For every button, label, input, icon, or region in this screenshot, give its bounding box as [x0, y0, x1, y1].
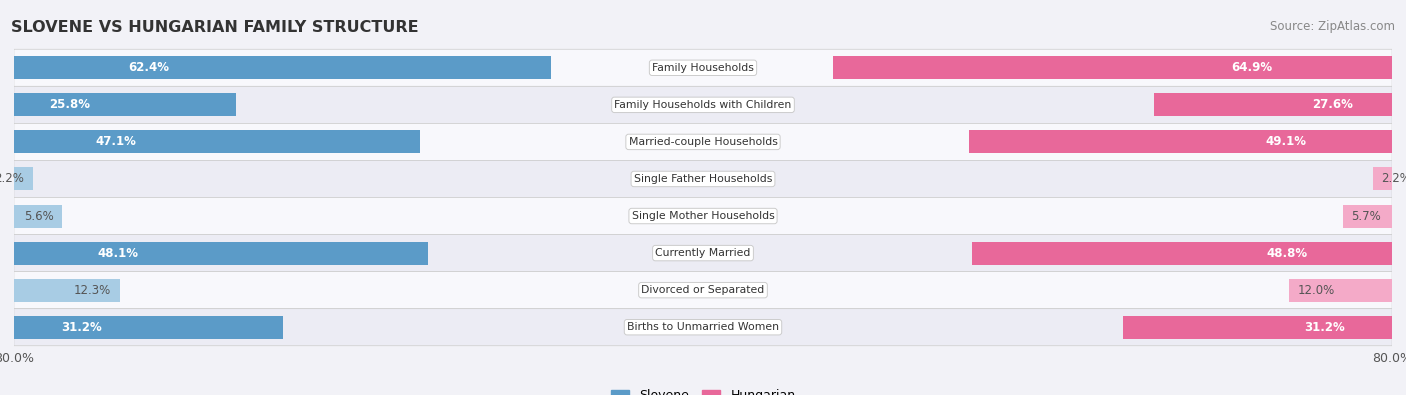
Text: Family Households: Family Households [652, 63, 754, 73]
Text: 12.3%: 12.3% [75, 284, 111, 297]
Bar [14, 56, 551, 79]
Text: 2.2%: 2.2% [1382, 173, 1406, 186]
Bar [972, 242, 1392, 265]
Text: 2.2%: 2.2% [0, 173, 24, 186]
Legend: Slovene, Hungarian: Slovene, Hungarian [606, 384, 800, 395]
Text: Births to Unmarried Women: Births to Unmarried Women [627, 322, 779, 332]
Bar [1374, 167, 1392, 190]
Bar [1289, 278, 1392, 302]
Text: Divorced or Separated: Divorced or Separated [641, 285, 765, 295]
FancyBboxPatch shape [14, 308, 1392, 346]
Text: 25.8%: 25.8% [49, 98, 90, 111]
FancyBboxPatch shape [14, 160, 1392, 198]
Text: 48.1%: 48.1% [97, 246, 138, 260]
Bar [14, 93, 236, 117]
Bar [1154, 93, 1392, 117]
Text: 27.6%: 27.6% [1312, 98, 1353, 111]
Text: 5.7%: 5.7% [1351, 209, 1381, 222]
Bar [14, 130, 419, 153]
Text: SLOVENE VS HUNGARIAN FAMILY STRUCTURE: SLOVENE VS HUNGARIAN FAMILY STRUCTURE [11, 20, 419, 35]
Bar [14, 278, 120, 302]
Bar [14, 316, 283, 339]
Bar [832, 56, 1392, 79]
FancyBboxPatch shape [14, 49, 1392, 87]
FancyBboxPatch shape [14, 198, 1392, 235]
Bar [14, 167, 32, 190]
Bar [14, 242, 429, 265]
Text: 48.8%: 48.8% [1267, 246, 1308, 260]
Text: Married-couple Households: Married-couple Households [628, 137, 778, 147]
Bar [1343, 205, 1392, 228]
Bar [969, 130, 1392, 153]
Text: 49.1%: 49.1% [1265, 135, 1306, 149]
Text: 47.1%: 47.1% [96, 135, 136, 149]
FancyBboxPatch shape [14, 123, 1392, 160]
FancyBboxPatch shape [14, 272, 1392, 308]
FancyBboxPatch shape [14, 87, 1392, 123]
Text: 62.4%: 62.4% [128, 61, 169, 74]
FancyBboxPatch shape [14, 235, 1392, 272]
Text: Single Mother Households: Single Mother Households [631, 211, 775, 221]
Text: 5.6%: 5.6% [24, 209, 53, 222]
Bar [1123, 316, 1392, 339]
Text: Single Father Households: Single Father Households [634, 174, 772, 184]
Text: 31.2%: 31.2% [60, 321, 101, 334]
Bar [14, 205, 62, 228]
Text: Currently Married: Currently Married [655, 248, 751, 258]
Text: Source: ZipAtlas.com: Source: ZipAtlas.com [1270, 20, 1395, 33]
Text: 31.2%: 31.2% [1305, 321, 1346, 334]
Text: Family Households with Children: Family Households with Children [614, 100, 792, 110]
Text: 64.9%: 64.9% [1232, 61, 1272, 74]
Text: 12.0%: 12.0% [1298, 284, 1334, 297]
